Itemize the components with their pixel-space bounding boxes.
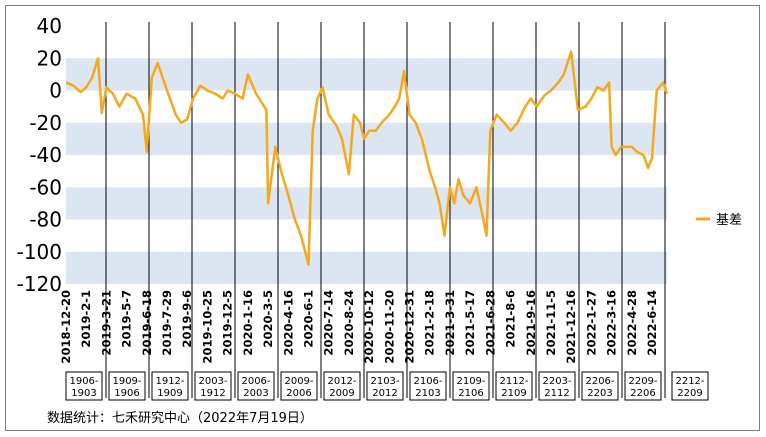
spread-label: 2006- — [241, 376, 270, 387]
x-tick-label: 2021-2-18 — [423, 290, 437, 356]
x-tick-label: 2021-6-28 — [483, 290, 497, 356]
grid-band — [66, 187, 667, 220]
x-tick-label: 2019-9-6 — [180, 290, 194, 348]
spread-box — [671, 371, 709, 401]
spread-box — [452, 371, 490, 401]
spread-label: 2012- — [327, 376, 356, 387]
x-tick-label: 2019-10-25 — [200, 290, 214, 364]
y-tick-label: -80 — [29, 208, 62, 232]
x-tick-label: 2019-2-1 — [79, 290, 93, 348]
x-tick-label: 2020-8-24 — [342, 290, 356, 356]
spread-label: 2203 — [587, 388, 612, 399]
x-tick-label: 2022-4-28 — [625, 290, 639, 356]
spread-label: 2103 — [415, 388, 440, 399]
grid-band — [66, 122, 667, 155]
x-tick-label: 2018-12-20 — [59, 290, 73, 364]
x-axis-ticks: 2018-12-20 2019-2-1 2019-3-21 2019-5-7 2019-… — [59, 290, 659, 364]
spread-label: 1903 — [71, 388, 96, 399]
grid-band — [66, 251, 667, 284]
spread-label: 2109- — [456, 376, 485, 387]
spread-label: 2206- — [585, 376, 614, 387]
spread-label: 1912- — [155, 376, 184, 387]
spread-label: 2103- — [370, 376, 399, 387]
spread-label: 2112- — [499, 376, 528, 387]
x-tick-label: 2020-3-5 — [261, 290, 275, 348]
spread-box — [280, 371, 318, 401]
x-tick-label: 2019-6-18 — [140, 290, 154, 356]
spread-label: 1906- — [69, 376, 98, 387]
spread-label: 1912 — [200, 388, 225, 399]
spread-box — [409, 371, 447, 401]
y-tick-label: -120 — [17, 272, 62, 296]
x-tick-label: 2020-6-1 — [301, 290, 315, 348]
x-tick-label: 2019-5-7 — [120, 290, 134, 348]
contract-spread-labels: 1906-1903 1909-1906 1912-1909 2003-1912 2006… — [65, 371, 709, 401]
x-tick-label: 2021-12-16 — [564, 290, 578, 364]
y-tick-label: -40 — [29, 143, 62, 167]
spread-label: 2009- — [284, 376, 313, 387]
x-tick-label: 2021-5-17 — [463, 290, 477, 356]
spread-box — [538, 371, 576, 401]
spread-label: 2206 — [630, 388, 655, 399]
x-tick-label: 2020-10-12 — [362, 290, 376, 364]
x-tick-label: 2022-6-14 — [645, 290, 659, 356]
x-tick-label: 2021-3-31 — [443, 290, 457, 356]
spread-label: 2209- — [628, 376, 657, 387]
spread-box — [495, 371, 533, 401]
spread-label: 1906 — [114, 388, 139, 399]
spread-label: 2109 — [501, 388, 526, 399]
spread-label: 1909 — [157, 388, 182, 399]
x-tick-label: 2020-4-16 — [281, 290, 295, 356]
y-tick-label: 0 — [49, 79, 62, 103]
spread-label: 2012 — [372, 388, 397, 399]
x-tick-label: 2019-3-21 — [99, 290, 113, 356]
spread-box — [108, 371, 146, 401]
y-axis-ticks: 40 20 0 -20 -40 -60 -80 -100 -120 — [17, 14, 62, 296]
spread-box — [581, 371, 619, 401]
spread-box — [194, 371, 232, 401]
y-tick-label: -100 — [17, 240, 62, 264]
spread-label: 2006 — [286, 388, 311, 399]
contract-switch-lines — [105, 22, 666, 398]
spread-box — [151, 371, 189, 401]
y-tick-label: 20 — [37, 46, 62, 70]
x-tick-label: 2021-8-6 — [504, 290, 518, 348]
x-tick-label: 2020-7-14 — [322, 290, 336, 356]
legend-label: 基差 — [716, 213, 742, 228]
grid-band — [66, 58, 667, 91]
spread-label: 2112 — [544, 388, 569, 399]
x-tick-label: 2019-7-29 — [160, 290, 174, 356]
y-tick-label: -20 — [29, 111, 62, 135]
x-tick-label: 2020-12-31 — [403, 290, 417, 364]
spread-box — [237, 371, 275, 401]
y-tick-label: -60 — [29, 175, 62, 199]
spread-label: 2209 — [677, 388, 702, 399]
x-tick-label: 2019-12-5 — [221, 290, 235, 356]
spread-label: 2212- — [675, 376, 704, 387]
x-tick-label: 2022-3-16 — [605, 290, 619, 356]
spread-label: 2003- — [198, 376, 227, 387]
legend: 基差 — [696, 213, 742, 228]
spread-label: 2106 — [458, 388, 483, 399]
spread-label: 2009 — [329, 388, 354, 399]
x-tick-label: 2021-9-16 — [524, 290, 538, 356]
spread-box — [323, 371, 361, 401]
spread-box — [624, 371, 662, 401]
spread-label: 2203- — [542, 376, 571, 387]
spread-label: 2003 — [243, 388, 268, 399]
source-note: 数据统计：七禾研究中心（2022年7月19日） — [47, 411, 313, 426]
x-tick-label: 2020-1-16 — [241, 290, 255, 356]
spread-box — [65, 371, 103, 401]
x-tick-label: 2022-1-27 — [584, 290, 598, 356]
chart-border — [5, 5, 760, 431]
x-tick-label: 2020-11-20 — [382, 290, 396, 364]
y-tick-label: 40 — [37, 14, 62, 38]
spread-label: 2106- — [413, 376, 442, 387]
spread-label: 1909- — [112, 376, 141, 387]
series-line-basis — [65, 50, 669, 266]
spread-box — [366, 371, 404, 401]
x-tick-label: 2021-11-5 — [544, 290, 558, 356]
